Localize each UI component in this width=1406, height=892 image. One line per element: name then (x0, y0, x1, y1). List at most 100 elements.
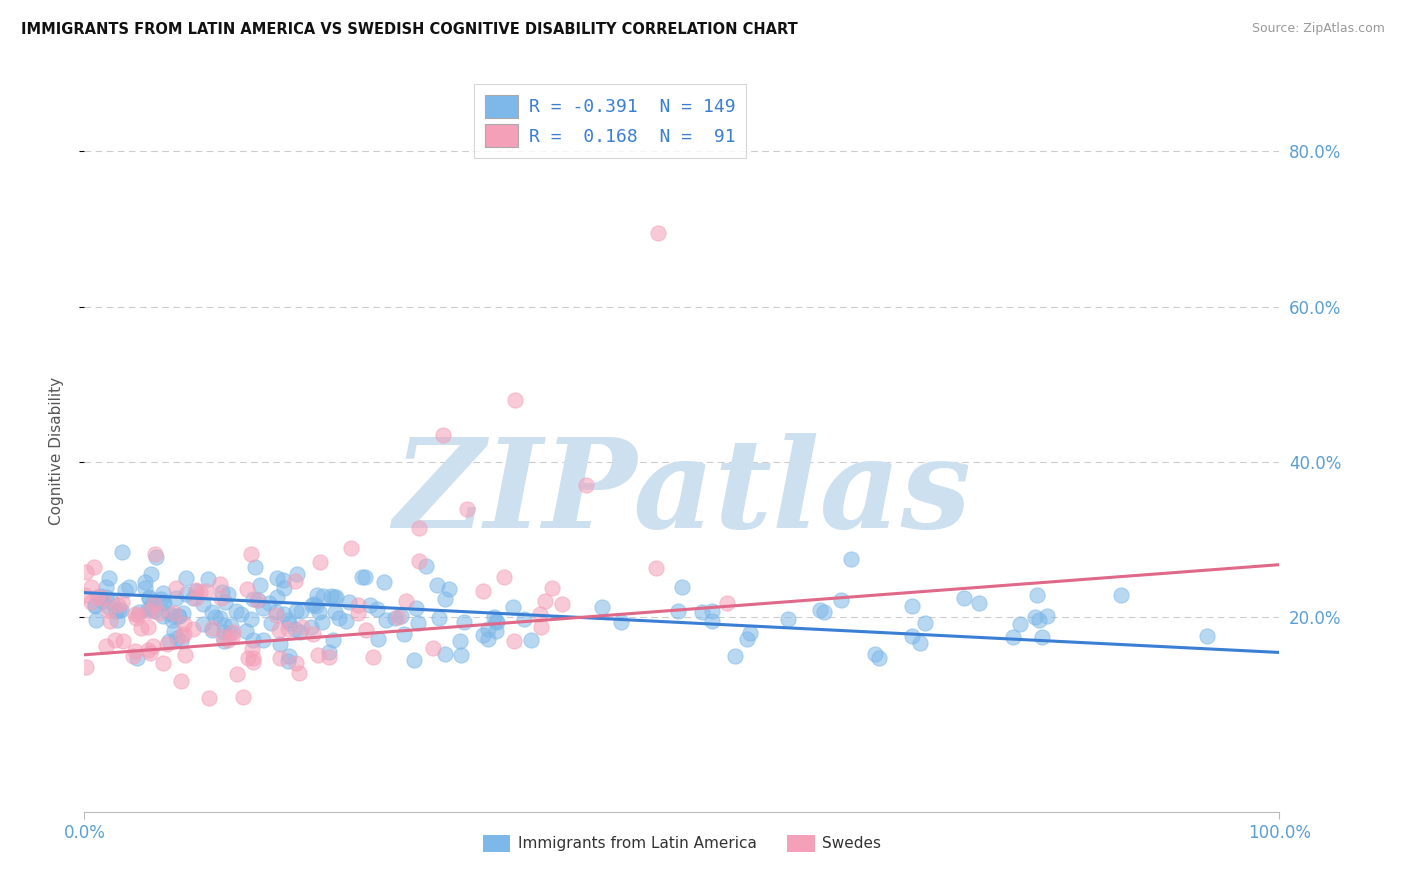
Point (105, 613, 128, 627)
Point (575, 478, 598, 492)
Point (308, 605, 330, 619)
Point (173, 626, 195, 640)
Point (1031, 630, 1053, 644)
Point (169, 673, 191, 688)
Point (105, 604, 128, 618)
Point (299, 620, 322, 634)
Point (184, 584, 207, 599)
Point (173, 616, 195, 631)
Point (387, 610, 409, 624)
Point (671, 580, 693, 594)
Point (402, 653, 425, 667)
Point (212, 630, 235, 644)
Point (284, 604, 307, 618)
Point (242, 632, 264, 647)
Point (138, 604, 160, 618)
Point (172, 606, 194, 620)
Point (165, 581, 187, 595)
Point (94, 640, 117, 654)
Point (269, 623, 291, 637)
Point (434, 592, 457, 607)
Point (503, 392, 526, 407)
Point (865, 648, 887, 662)
Point (307, 648, 329, 663)
Point (288, 666, 311, 681)
Point (157, 634, 180, 648)
Point (136, 643, 159, 657)
Point (318, 650, 340, 665)
Point (305, 599, 328, 613)
Text: ZIPatlas: ZIPatlas (392, 433, 972, 555)
Point (86, 613, 108, 627)
Point (75, 565, 97, 579)
Point (384, 611, 406, 625)
Point (433, 647, 456, 661)
Point (197, 690, 219, 705)
Point (75, 588, 97, 602)
Point (163, 607, 186, 621)
Point (301, 626, 323, 640)
Point (235, 624, 257, 639)
Point (901, 599, 924, 613)
Point (450, 648, 472, 663)
Point (284, 622, 307, 636)
Point (114, 583, 136, 598)
Point (277, 616, 299, 631)
Point (111, 545, 134, 559)
Point (269, 650, 291, 665)
Point (1010, 616, 1032, 631)
Point (830, 593, 852, 607)
Point (242, 655, 264, 669)
Point (219, 626, 242, 640)
Point (184, 582, 207, 597)
Point (1109, 588, 1132, 602)
Point (422, 640, 444, 655)
Point (236, 651, 259, 665)
Point (266, 591, 288, 605)
Point (98, 615, 121, 629)
Point (716, 596, 738, 610)
Point (335, 614, 357, 628)
Point (138, 591, 160, 606)
Point (97, 571, 120, 585)
Text: IMMIGRANTS FROM LATIN AMERICA VS SWEDISH COGNITIVE DISABILITY CORRELATION CHART: IMMIGRANTS FROM LATIN AMERICA VS SWEDISH… (21, 22, 797, 37)
Point (502, 599, 524, 614)
Text: Source: ZipAtlas.com: Source: ZipAtlas.com (1251, 22, 1385, 36)
Point (453, 615, 475, 629)
Point (456, 501, 478, 516)
Point (214, 634, 236, 648)
Point (513, 612, 536, 626)
Point (645, 561, 668, 575)
Point (252, 632, 274, 647)
Point (591, 600, 613, 615)
Point (359, 598, 381, 612)
Point (157, 606, 180, 620)
Point (183, 622, 205, 636)
Point (408, 521, 430, 535)
Point (325, 590, 347, 604)
Point (312, 589, 335, 603)
Point (246, 592, 269, 607)
Point (125, 650, 148, 665)
Point (426, 578, 449, 592)
Point (80, 580, 103, 594)
Point (217, 587, 239, 601)
Point (209, 611, 232, 625)
Point (139, 567, 162, 582)
Point (502, 633, 524, 648)
Point (225, 604, 247, 618)
Point (352, 570, 374, 584)
Point (541, 581, 564, 595)
Point (408, 554, 430, 568)
Point (214, 595, 236, 609)
Point (195, 584, 218, 599)
Point (201, 606, 224, 620)
Point (273, 607, 295, 621)
Point (142, 639, 165, 653)
Point (127, 607, 149, 622)
Point (101, 595, 124, 609)
Point (240, 547, 263, 561)
Point (284, 574, 307, 589)
Point (260, 616, 283, 631)
Point (429, 611, 451, 625)
